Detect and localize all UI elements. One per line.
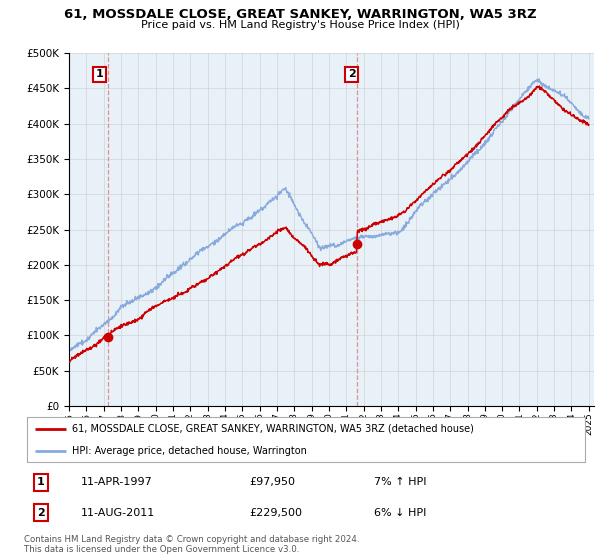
Text: HPI: Average price, detached house, Warrington: HPI: Average price, detached house, Warr… xyxy=(72,446,307,456)
Text: 2: 2 xyxy=(348,69,355,80)
Text: Contains HM Land Registry data © Crown copyright and database right 2024.
This d: Contains HM Land Registry data © Crown c… xyxy=(24,535,359,554)
Text: Price paid vs. HM Land Registry's House Price Index (HPI): Price paid vs. HM Land Registry's House … xyxy=(140,20,460,30)
Text: 1: 1 xyxy=(37,478,45,487)
Text: 6% ↓ HPI: 6% ↓ HPI xyxy=(374,508,426,517)
Text: 11-APR-1997: 11-APR-1997 xyxy=(80,478,152,487)
Text: 61, MOSSDALE CLOSE, GREAT SANKEY, WARRINGTON, WA5 3RZ: 61, MOSSDALE CLOSE, GREAT SANKEY, WARRIN… xyxy=(64,8,536,21)
Text: 7% ↑ HPI: 7% ↑ HPI xyxy=(374,478,426,487)
Text: £97,950: £97,950 xyxy=(250,478,296,487)
Text: 61, MOSSDALE CLOSE, GREAT SANKEY, WARRINGTON, WA5 3RZ (detached house): 61, MOSSDALE CLOSE, GREAT SANKEY, WARRIN… xyxy=(72,423,474,433)
Text: 11-AUG-2011: 11-AUG-2011 xyxy=(80,508,155,517)
Text: £229,500: £229,500 xyxy=(250,508,302,517)
Text: 1: 1 xyxy=(96,69,104,80)
FancyBboxPatch shape xyxy=(27,417,585,463)
Text: 2: 2 xyxy=(37,508,45,517)
